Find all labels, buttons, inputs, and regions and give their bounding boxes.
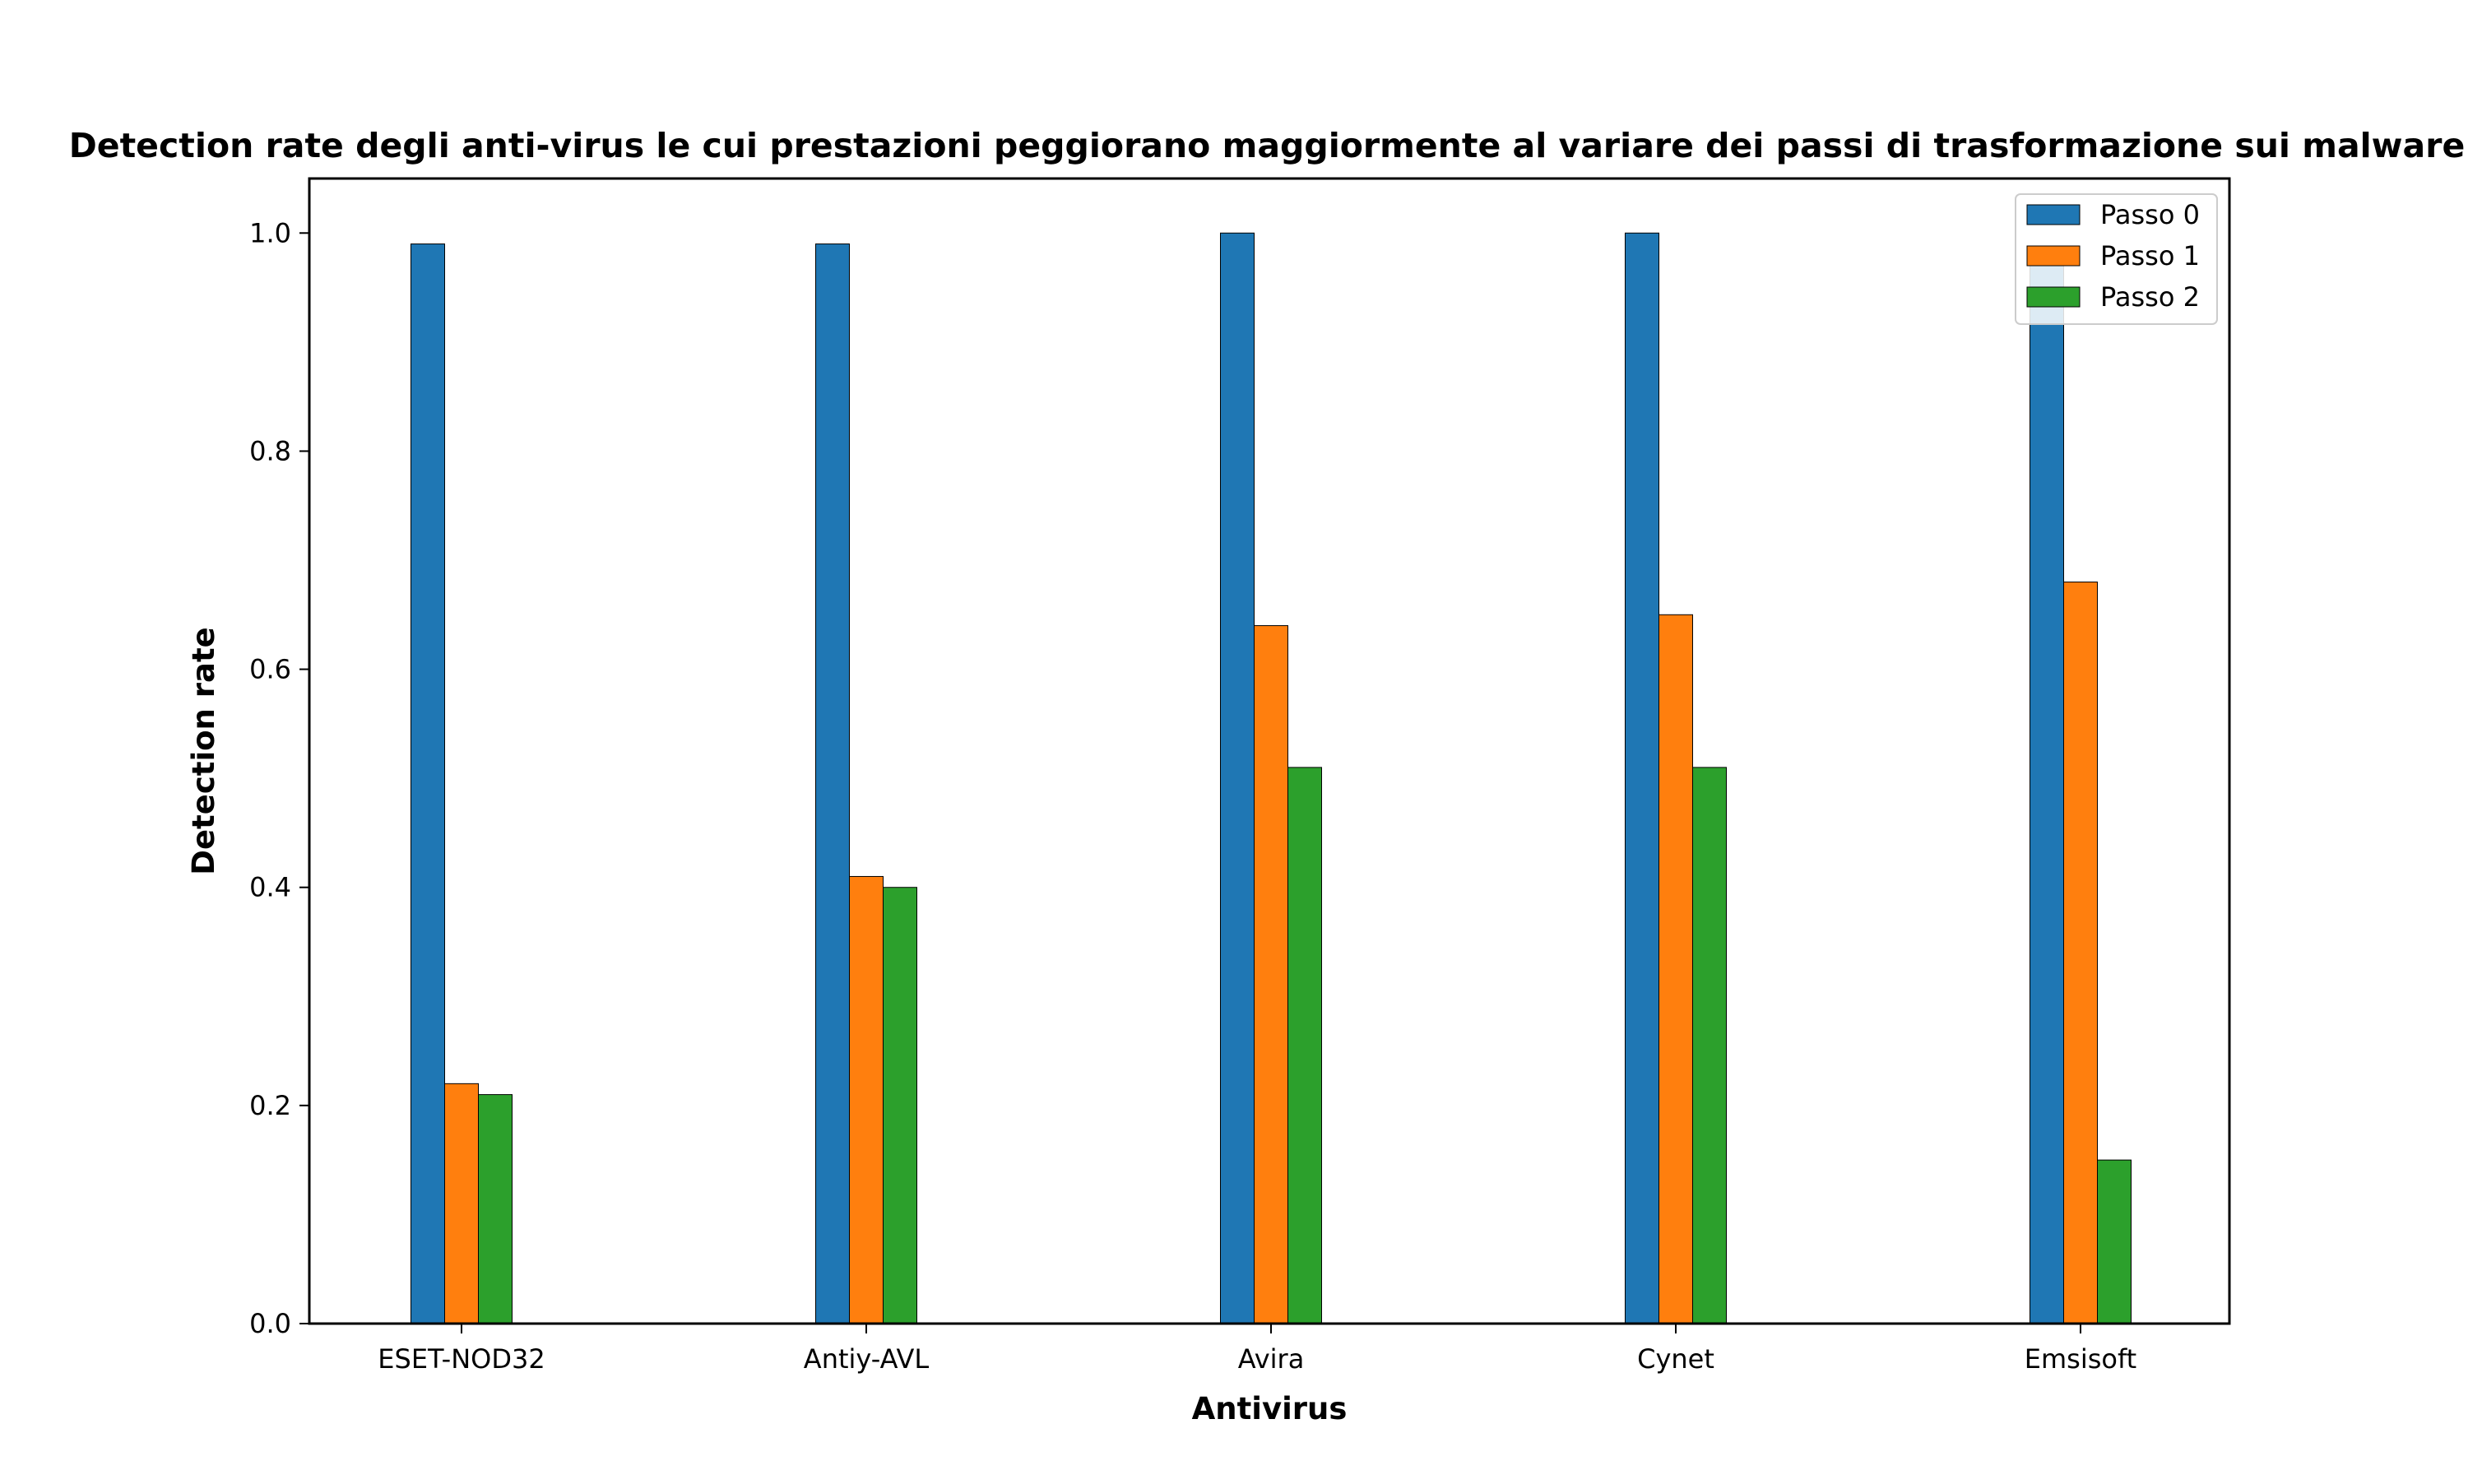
bar-passo-0-eset-nod32 — [411, 243, 445, 1324]
legend-swatch — [2026, 286, 2081, 308]
y-axis: 0.0 0.2 0.4 0.6 0.8 1.0 — [249, 217, 309, 1339]
x-axis-label: Antivirus — [1192, 1391, 1348, 1426]
bar-passo-2-emsisoft — [2097, 1159, 2132, 1324]
chart-title: Detection rate degli anti-virus le cui p… — [69, 126, 2466, 165]
y-axis-label: Detection rate — [186, 627, 221, 875]
bars-layer — [411, 232, 2132, 1324]
legend-swatch — [2026, 245, 2081, 267]
x-tick-label: Antiy-AVL — [804, 1343, 930, 1375]
y-tick-label: 0.2 — [249, 1090, 291, 1121]
bar-passo-2-avira — [1287, 767, 1322, 1324]
bar-passo-1-eset-nod32 — [444, 1083, 479, 1324]
x-tick-label: Avira — [1238, 1343, 1305, 1375]
bar-passo-1-cynet — [1658, 614, 1693, 1324]
bar-passo-0-avira — [1220, 232, 1255, 1324]
bar-passo-1-emsisoft — [2063, 582, 2098, 1324]
plot-frame — [308, 177, 2231, 1325]
y-tick-label: 0.6 — [249, 654, 291, 685]
legend-swatch — [2026, 204, 2081, 225]
y-tick-label: 0.8 — [249, 435, 291, 466]
y-tick-label: 1.0 — [249, 217, 291, 248]
bar-passo-1-avira — [1254, 625, 1288, 1324]
bar-passo-1-antiy-avl — [849, 875, 884, 1324]
legend: Passo 0 Passo 1 Passo 2 — [2015, 193, 2218, 325]
legend-label: Passo 2 — [2100, 281, 2200, 313]
x-tick-label: ESET-NOD32 — [378, 1343, 545, 1375]
legend-label: Passo 1 — [2100, 240, 2200, 271]
y-tick-label: 0.4 — [249, 872, 291, 903]
bar-passo-2-eset-nod32 — [478, 1094, 513, 1324]
bar-passo-0-emsisoft — [2030, 254, 2064, 1324]
bar-passo-2-antiy-avl — [883, 887, 917, 1324]
y-tick-label: 0.0 — [249, 1308, 291, 1339]
bar-passo-2-cynet — [1692, 767, 1727, 1324]
bar-passo-0-cynet — [1625, 232, 1659, 1324]
x-tick-label: Emsisoft — [2025, 1343, 2136, 1375]
legend-label: Passo 0 — [2100, 199, 2200, 230]
x-tick-label: Cynet — [1637, 1343, 1714, 1375]
bar-passo-0-antiy-avl — [815, 243, 850, 1324]
x-axis: ESET-NOD32 Antiy-AVL Avira Cynet Emsisoft — [378, 1324, 2136, 1375]
